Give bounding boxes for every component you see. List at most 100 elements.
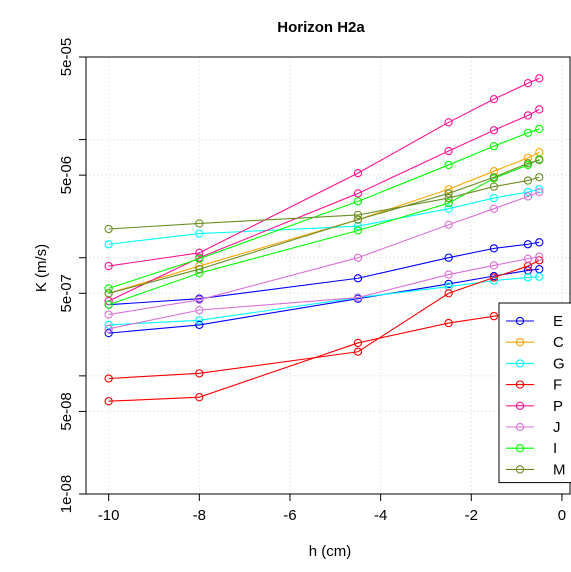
data-point [489,193,499,203]
legend-item-I: I [506,440,557,457]
data-point [523,240,533,249]
x-tick-label: -10 [98,507,120,524]
y-tick-label: 5e-06 [58,156,75,194]
data-point [353,338,363,348]
series-line [108,128,540,289]
series-line [108,256,540,330]
data-point [353,226,363,235]
data-point [353,274,363,283]
data-point [523,79,533,88]
data-point [535,272,544,281]
x-tick-label: -6 [283,507,296,524]
data-point [104,261,113,271]
y-tick-label: 5e-05 [58,38,75,76]
data-point [489,261,499,270]
data-point [444,193,453,203]
data-point [195,316,204,325]
data-point [444,204,453,213]
data-point [353,253,363,262]
x-axis-label: h (cm) [309,543,352,560]
data-point [535,185,544,194]
legend-label: C [553,334,564,351]
data-point [195,295,204,304]
series-P-7 [104,74,544,271]
data-point [104,324,113,333]
series-line [108,77,540,267]
data-point [104,289,113,298]
legend-label: M [553,461,566,478]
y-tick-label: 1e-08 [58,475,75,513]
legend-swatch-marker [515,359,525,368]
series-line [108,188,540,245]
x-tick-label: -4 [374,507,387,524]
legend-swatch-marker [515,380,525,389]
data-point [195,393,204,402]
plot-frame [85,56,571,495]
data-point [353,210,363,220]
legend-swatch-marker [515,444,525,453]
data-point [535,187,544,197]
series-line [108,191,540,316]
data-point [195,265,204,274]
y-axis: 1e-08 5e-08 5e-07 5e-06 5e-05 [58,38,86,513]
data-point [535,148,544,157]
series-I-12 [104,155,544,309]
data-point [444,189,453,198]
data-point [489,126,499,135]
chart-title: Horizon H2a [277,19,365,36]
data-point [444,160,453,170]
legend-swatch-marker [515,316,525,326]
data-point [489,141,499,151]
series-M-14 [104,155,544,298]
data-point [104,397,113,406]
data-point [195,320,204,330]
legend-item-C: C [506,334,564,351]
legend-item-F: F [506,377,562,394]
data-point [489,173,499,182]
data-point [444,289,453,298]
data-point [444,279,453,289]
data-point [523,176,533,185]
data-point [353,222,363,231]
x-tick-label: 0 [558,507,566,524]
legend-label: F [553,377,562,394]
series-line [108,108,540,302]
legend-swatch-marker [515,465,525,474]
data-point [104,374,113,383]
data-point [489,204,499,213]
series-F-5 [104,256,544,383]
data-point [195,229,204,238]
data-point [523,273,533,282]
data-point [104,300,113,309]
series-line [108,176,540,230]
y-axis-label: K (m/s) [33,244,50,292]
data-point [444,198,453,208]
data-point [353,347,363,356]
data-point [195,248,204,257]
data-point [489,94,499,104]
legend-swatch-marker [515,422,525,432]
x-axis: -10 -8 -6 -4 -2 0 [98,494,566,524]
data-point [104,224,113,234]
legend-box [498,302,571,484]
data-point [535,252,544,261]
data-point [444,253,453,262]
data-point [353,168,363,178]
y-tick-label: 5e-08 [58,392,75,430]
data-point [104,240,113,249]
data-point [535,173,544,182]
data-point [444,270,453,279]
legend-item-E: E [506,313,563,330]
data-point [104,328,113,338]
legend-label: P [553,398,563,415]
data-point [444,185,453,194]
data-point [523,187,533,197]
data-point [104,310,113,319]
data-point [535,155,544,165]
data-point [353,293,363,302]
data-point [104,284,113,293]
legend-swatch-marker [515,401,525,410]
legend-item-G: G [506,355,565,372]
data-point [489,312,499,321]
